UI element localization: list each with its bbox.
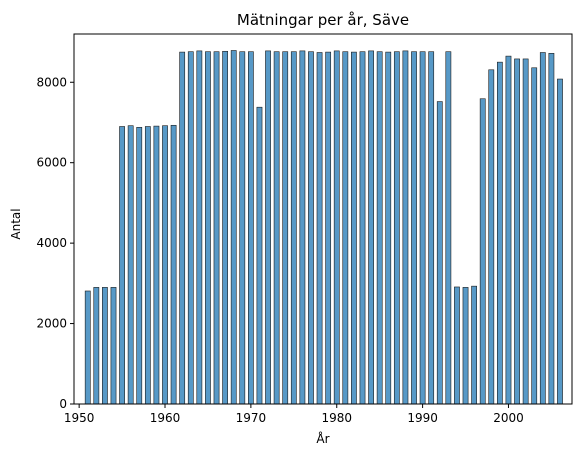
bar-1984	[368, 50, 374, 405]
bar-1952	[93, 287, 100, 405]
y-tick-label: 0	[59, 397, 67, 411]
bar-1991	[428, 51, 435, 405]
bar-1965	[205, 51, 211, 405]
bar-1962	[179, 51, 186, 405]
x-axis-ticks: 1950 1960 1970 1980 1990 2000	[64, 404, 524, 425]
y-tick-label: 8000	[36, 75, 67, 89]
bar-1979	[325, 51, 332, 405]
bar-1969	[239, 51, 246, 405]
bar-1998	[488, 69, 495, 405]
bar-1992	[436, 101, 443, 405]
bar-1970	[248, 51, 254, 405]
bar-1974	[282, 51, 289, 405]
bar-1995	[462, 287, 469, 405]
bar-2001	[514, 58, 520, 405]
bar-1975	[290, 51, 297, 405]
bar-2003	[531, 67, 538, 405]
y-axis-ticks: 0 2000 4000 6000 8000	[36, 75, 74, 411]
bar-1972	[265, 50, 271, 405]
bar-2000	[505, 55, 512, 405]
bar-1996	[471, 285, 477, 405]
x-tick-label: 1950	[64, 411, 95, 425]
chart-title: Mätningar per år, Säve	[237, 11, 409, 29]
bar-1964	[196, 50, 203, 405]
bar-1960	[162, 125, 168, 405]
bar-1981	[342, 51, 349, 405]
bar-1999	[496, 61, 503, 405]
bar-1983	[359, 51, 366, 405]
bar-1971	[256, 106, 263, 405]
bar-1954	[110, 287, 117, 405]
bar-1968	[230, 50, 237, 405]
x-tick-label: 1980	[321, 411, 352, 425]
bar-1994	[454, 286, 460, 405]
y-tick-label: 2000	[36, 317, 67, 331]
bar-1988	[402, 50, 409, 405]
bar-1966	[213, 51, 220, 405]
x-tick-label: 1990	[407, 411, 438, 425]
bar-1993	[445, 51, 452, 405]
bar-1982	[351, 51, 357, 405]
bar-1955	[119, 126, 125, 405]
bar-1990	[419, 51, 426, 405]
bar-1956	[127, 125, 134, 405]
y-tick-label: 6000	[36, 156, 67, 170]
bar-1987	[393, 51, 400, 405]
bar-2002	[522, 58, 529, 405]
bar-2004	[539, 52, 546, 405]
bar-1978	[316, 52, 323, 405]
bar-1973	[273, 51, 280, 405]
bar-1961	[170, 124, 177, 405]
bar-1977	[308, 51, 314, 405]
bars-group	[84, 50, 563, 405]
x-axis-label: År	[316, 431, 329, 446]
y-axis-label: Antal	[9, 208, 23, 239]
bar-1959	[153, 125, 160, 405]
bar-1980	[333, 50, 340, 405]
bar-1985	[376, 51, 383, 405]
bar-1967	[222, 50, 228, 405]
bar-1951	[84, 290, 91, 405]
y-tick-label: 4000	[36, 236, 67, 250]
x-tick-label: 1960	[150, 411, 181, 425]
x-tick-label: 2000	[493, 411, 524, 425]
plot-frame	[73, 33, 573, 405]
bar-1989	[411, 51, 417, 405]
bar-1953	[102, 287, 108, 405]
bar-2005	[548, 52, 555, 405]
bar-1986	[385, 51, 392, 405]
bar-1997	[479, 98, 486, 405]
x-tick-label: 1970	[236, 411, 267, 425]
bar-1976	[299, 50, 306, 405]
bar-1963	[187, 51, 194, 405]
bar-2006	[557, 78, 563, 405]
bar-1958	[144, 126, 151, 405]
bar-1957	[136, 127, 143, 405]
